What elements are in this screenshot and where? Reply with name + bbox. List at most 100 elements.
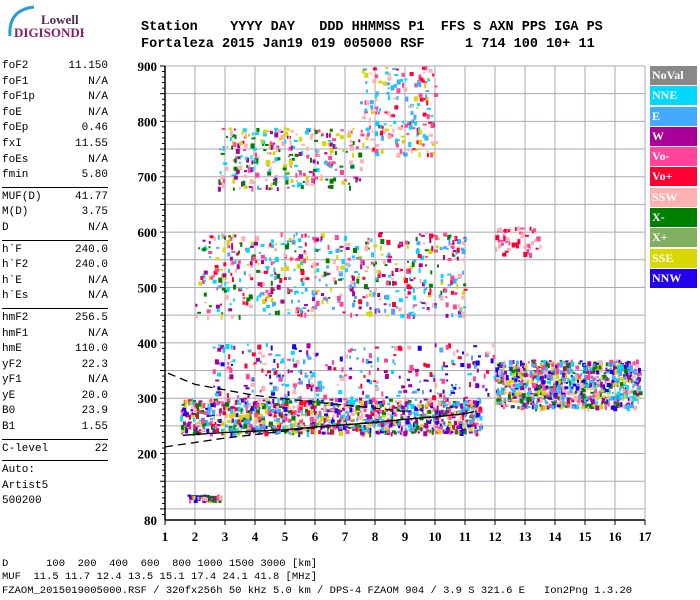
data-point (369, 415, 372, 419)
data-point (502, 364, 506, 368)
data-point (291, 157, 295, 161)
data-point (443, 403, 448, 407)
data-point (520, 227, 525, 230)
data-point (283, 396, 288, 399)
data-point (327, 425, 329, 430)
data-point (330, 402, 334, 407)
data-point (624, 404, 628, 409)
data-point (581, 405, 585, 410)
data-point (497, 239, 501, 243)
data-point (300, 423, 305, 428)
data-point (317, 416, 320, 420)
data-point (529, 253, 533, 258)
data-point (231, 277, 234, 283)
data-point (374, 149, 379, 154)
data-point (401, 151, 405, 154)
data-point (434, 343, 437, 348)
data-point (330, 409, 335, 412)
data-point (219, 344, 224, 349)
data-point (188, 494, 191, 499)
data-point (339, 293, 343, 296)
data-point (239, 403, 242, 406)
data-point (377, 293, 381, 297)
data-point (398, 401, 401, 406)
data-point (514, 243, 518, 246)
data-point (569, 388, 573, 394)
data-point (237, 143, 241, 149)
data-point (225, 368, 230, 372)
data-point (412, 306, 415, 309)
data-point (216, 400, 221, 405)
data-point (530, 378, 533, 384)
data-point (414, 148, 418, 152)
data-point (527, 396, 532, 402)
data-point (343, 398, 348, 401)
data-point (545, 394, 550, 397)
param-name: D (2, 221, 9, 234)
data-point (499, 239, 504, 242)
data-point (194, 423, 197, 427)
data-point (283, 253, 287, 257)
data-point (332, 260, 336, 265)
data-point (194, 427, 198, 430)
data-point (193, 409, 197, 414)
data-point (231, 243, 234, 247)
data-point (523, 370, 527, 373)
data-point (565, 369, 568, 375)
data-point (593, 364, 598, 370)
legend-item: SSW (650, 187, 697, 207)
data-point (418, 74, 422, 80)
data-point (330, 152, 332, 156)
data-point (306, 410, 310, 416)
data-point (285, 177, 289, 181)
data-point (366, 415, 371, 421)
data-point (306, 154, 310, 159)
data-point (299, 136, 303, 142)
data-point (235, 155, 238, 158)
data-point (539, 375, 544, 381)
data-point (249, 261, 253, 266)
data-point (420, 427, 423, 432)
data-point (610, 405, 615, 410)
data-point (448, 401, 452, 406)
data-point (440, 290, 443, 295)
data-point (517, 368, 521, 374)
data-point (327, 185, 330, 189)
data-point (429, 249, 434, 253)
data-point (258, 187, 262, 190)
data-point (378, 124, 383, 129)
data-point (222, 247, 226, 253)
data-point (339, 165, 344, 168)
data-point (365, 137, 369, 141)
data-point (218, 344, 222, 347)
data-point (462, 411, 466, 414)
data-point (425, 232, 429, 235)
data-point (228, 268, 230, 273)
data-point (499, 400, 504, 405)
data-point (292, 415, 296, 419)
data-point (382, 400, 386, 406)
data-point (531, 364, 536, 367)
data-point (221, 312, 224, 315)
data-point (395, 305, 398, 309)
data-point (289, 165, 292, 168)
param-value: 11.55 (74, 137, 108, 150)
data-point (448, 422, 452, 427)
data-point (281, 358, 285, 364)
data-point (261, 421, 264, 427)
data-point (273, 411, 277, 414)
data-point (562, 380, 566, 383)
data-point (586, 375, 591, 381)
data-point (473, 429, 477, 434)
data-point (421, 143, 425, 147)
data-point (272, 385, 277, 391)
data-point (472, 361, 476, 364)
data-point (299, 170, 303, 176)
data-point (285, 266, 289, 271)
data-point (445, 296, 448, 299)
data-point (344, 268, 348, 273)
data-point (227, 408, 231, 412)
data-point (292, 390, 297, 395)
data-point (523, 252, 528, 257)
data-point (498, 362, 501, 365)
